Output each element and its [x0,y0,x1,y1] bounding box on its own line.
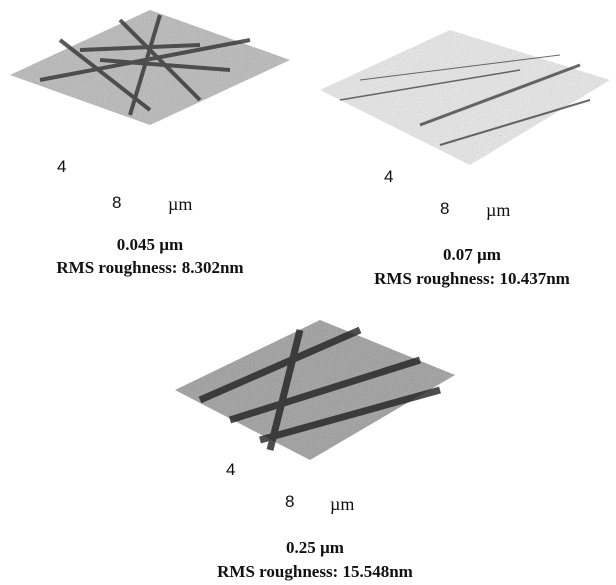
axis-unit: µm [486,200,510,220]
thickness: 0.25 µm [286,538,344,557]
roughness: RMS roughness: 10.437nm [374,269,570,288]
axis-label: 4 [57,157,66,176]
axis-label: 4 [384,167,393,186]
axis-label: 8 [112,193,121,212]
axis-unit: µm [330,494,354,514]
thickness: 0.07 µm [443,245,501,264]
thickness: 0.045 µm [117,235,183,254]
axis-label: 4 [226,460,235,479]
afm-image [175,320,455,460]
roughness: RMS roughness: 8.302nm [56,258,243,277]
afm-image [10,10,290,125]
axis-unit: µm [168,194,192,214]
axis-label: 8 [285,492,294,511]
roughness: RMS roughness: 15.548nm [217,562,413,581]
axis-label: 8 [440,199,449,218]
afm-image [320,30,610,165]
figure: 4 8 µm 0.045 µm RMS roughness: 8.302nm 4… [0,0,616,585]
